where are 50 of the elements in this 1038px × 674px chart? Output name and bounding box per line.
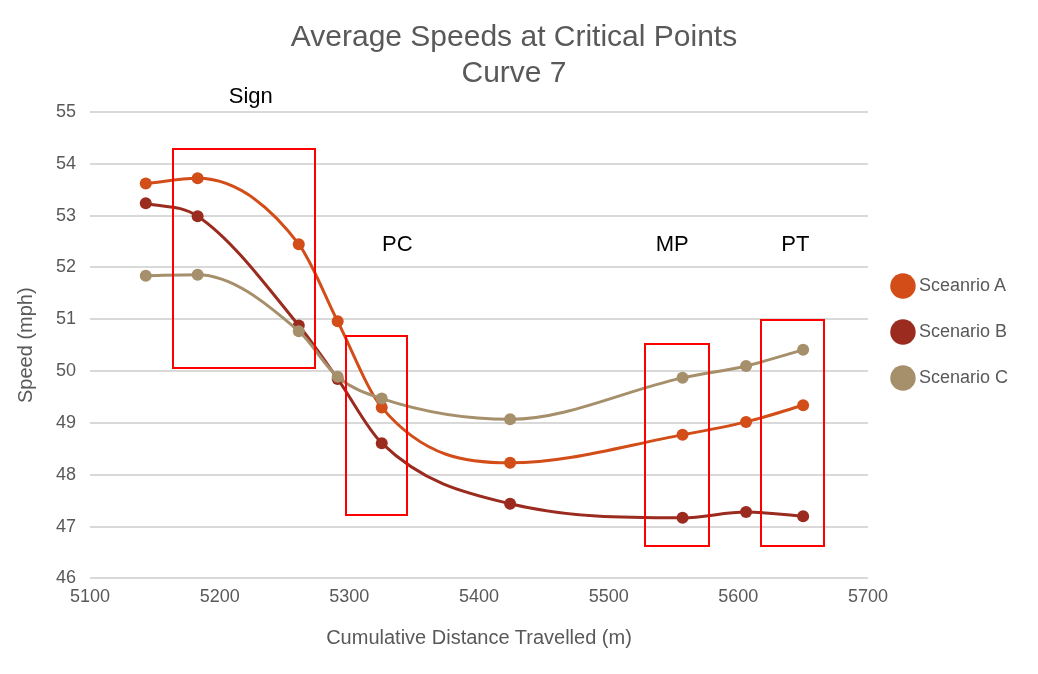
point xyxy=(740,415,753,428)
legend-label: Scenario C xyxy=(918,366,1008,387)
point xyxy=(797,510,810,523)
point xyxy=(139,177,152,190)
point xyxy=(797,343,810,356)
point xyxy=(139,269,152,282)
point xyxy=(191,210,204,223)
text: Sign xyxy=(228,83,273,109)
y-tick-label: 55 xyxy=(55,100,77,121)
legend-label: Sceanrio A xyxy=(918,274,1007,295)
point xyxy=(191,172,204,185)
point xyxy=(292,325,305,338)
y-tick-label: 47 xyxy=(55,515,77,536)
x-tick-label: 5500 xyxy=(588,586,629,607)
point xyxy=(504,413,517,426)
annotation: PC xyxy=(382,230,413,256)
y-tick-label: 52 xyxy=(55,256,77,277)
y-axis-title: Speed (mph) xyxy=(13,287,36,404)
annotation: MP xyxy=(655,230,689,256)
x-tick-label: 5700 xyxy=(847,586,888,607)
x-tick-label: 5200 xyxy=(199,586,240,607)
point xyxy=(331,315,344,328)
point xyxy=(740,359,753,372)
x-tick-label: 5100 xyxy=(70,586,111,607)
y-tick-label: 53 xyxy=(55,204,77,225)
y-tick-label: 46 xyxy=(55,567,77,588)
point xyxy=(375,437,388,450)
legend-label: Scenario B xyxy=(918,320,1008,341)
x-tick-label: 5600 xyxy=(718,586,759,607)
annotation: PT xyxy=(781,230,810,256)
y-tick-label: 51 xyxy=(55,308,77,329)
point xyxy=(504,497,517,510)
point xyxy=(676,371,689,384)
point xyxy=(676,428,689,441)
point xyxy=(292,238,305,251)
point xyxy=(797,399,810,412)
point xyxy=(740,506,753,519)
x-tick-label: 5300 xyxy=(329,586,370,607)
point xyxy=(676,511,689,524)
y-tick-label: 49 xyxy=(55,411,77,432)
point xyxy=(504,456,517,469)
chart-title: Average Speeds at Critical Points Curve 7 xyxy=(290,19,738,89)
y-tick-label: 50 xyxy=(55,360,77,381)
x-axis-title: Cumulative Distance Travelled (m) xyxy=(326,625,632,648)
x-tick-label: 5400 xyxy=(458,586,500,607)
y-tick-label: 54 xyxy=(55,152,77,173)
point xyxy=(139,197,152,210)
point xyxy=(191,268,204,281)
y-tick-label: 48 xyxy=(55,463,77,484)
point xyxy=(375,392,388,405)
